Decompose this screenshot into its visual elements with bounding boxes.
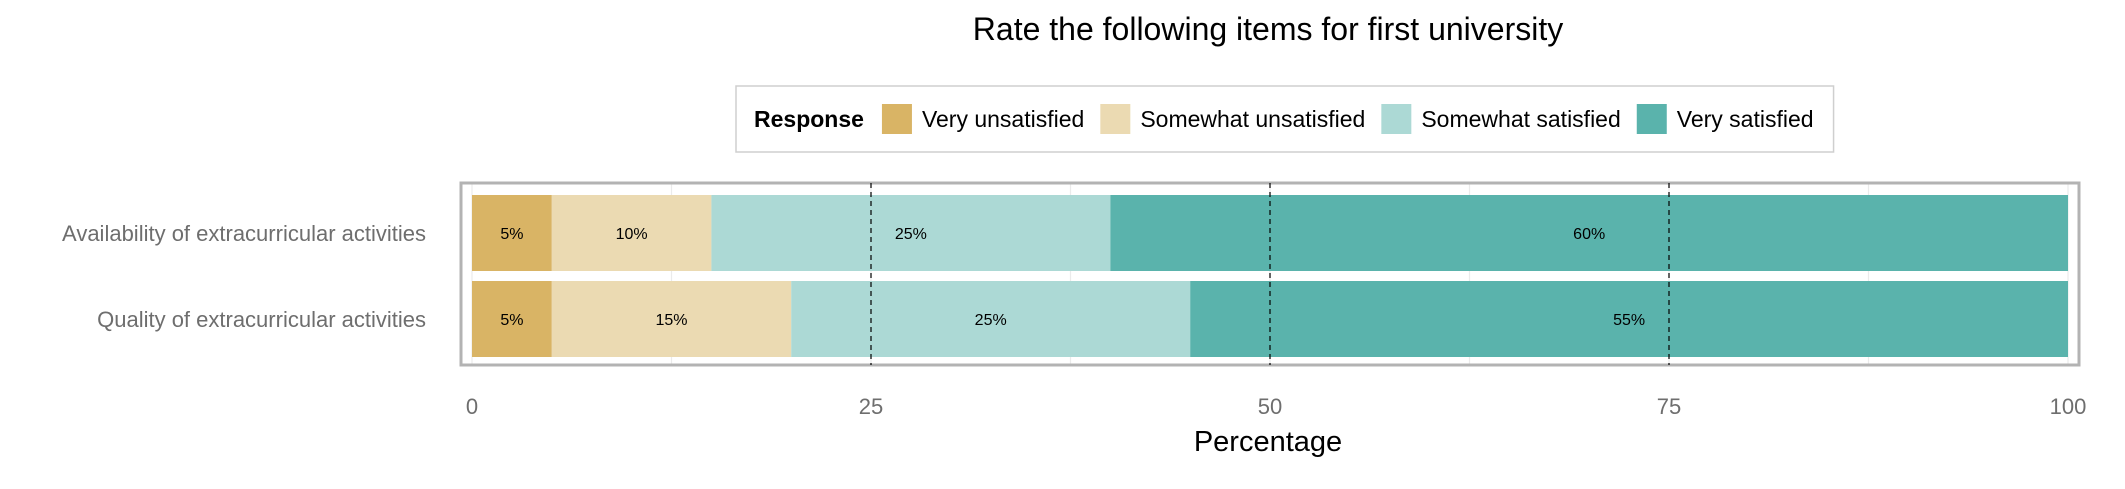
bar-segment bbox=[551, 281, 792, 357]
category-labels: Availability of extracurricular activiti… bbox=[62, 221, 426, 332]
category-label: Quality of extracurricular activities bbox=[97, 307, 426, 332]
legend-swatch bbox=[1636, 104, 1667, 134]
data-label: 5% bbox=[500, 312, 523, 329]
data-label: 5% bbox=[500, 226, 523, 243]
bar-segment bbox=[1190, 281, 2068, 357]
legend-swatch bbox=[1100, 104, 1131, 134]
data-label: 25% bbox=[895, 226, 927, 243]
legend-label: Very unsatisfied bbox=[922, 106, 1084, 132]
data-label: 10% bbox=[616, 226, 648, 243]
data-label: 25% bbox=[975, 312, 1007, 329]
legend-swatch bbox=[1381, 104, 1412, 134]
legend-swatch bbox=[881, 104, 912, 134]
x-tick-label: 50 bbox=[1258, 394, 1282, 419]
x-axis-title: Percentage bbox=[1194, 426, 1342, 458]
bar-segment bbox=[472, 281, 552, 357]
x-tick-label: 25 bbox=[859, 394, 883, 419]
bar-segment bbox=[551, 195, 712, 271]
data-label: 15% bbox=[655, 312, 687, 329]
x-axis-ticks: 0 25 50 75 100 bbox=[466, 394, 2086, 419]
chart-title: Rate the following items for first unive… bbox=[973, 11, 1563, 47]
bar-segment bbox=[791, 281, 1191, 357]
data-label: 55% bbox=[1613, 312, 1645, 329]
legend-label: Somewhat unsatisfied bbox=[1140, 106, 1365, 132]
bar-segment bbox=[472, 195, 552, 271]
legend: Response Very unsatisfied Somewhat unsatis… bbox=[735, 85, 1835, 153]
legend-label: Somewhat satisfied bbox=[1421, 106, 1620, 132]
legend-label: Very satisfied bbox=[1677, 106, 1814, 132]
x-tick-label: 0 bbox=[466, 394, 478, 419]
reference-lines bbox=[870, 183, 1670, 365]
data-label: 60% bbox=[1573, 226, 1605, 243]
bar-segment bbox=[711, 195, 1111, 271]
data-labels: 5% 10% 25% 60% 5% 15% 25% 55% bbox=[500, 226, 1645, 329]
legend-title: Response bbox=[754, 106, 864, 132]
x-tick-label: 75 bbox=[1657, 394, 1681, 419]
x-tick-label: 100 bbox=[2050, 394, 2087, 419]
category-label: Availability of extracurricular activiti… bbox=[62, 221, 426, 246]
